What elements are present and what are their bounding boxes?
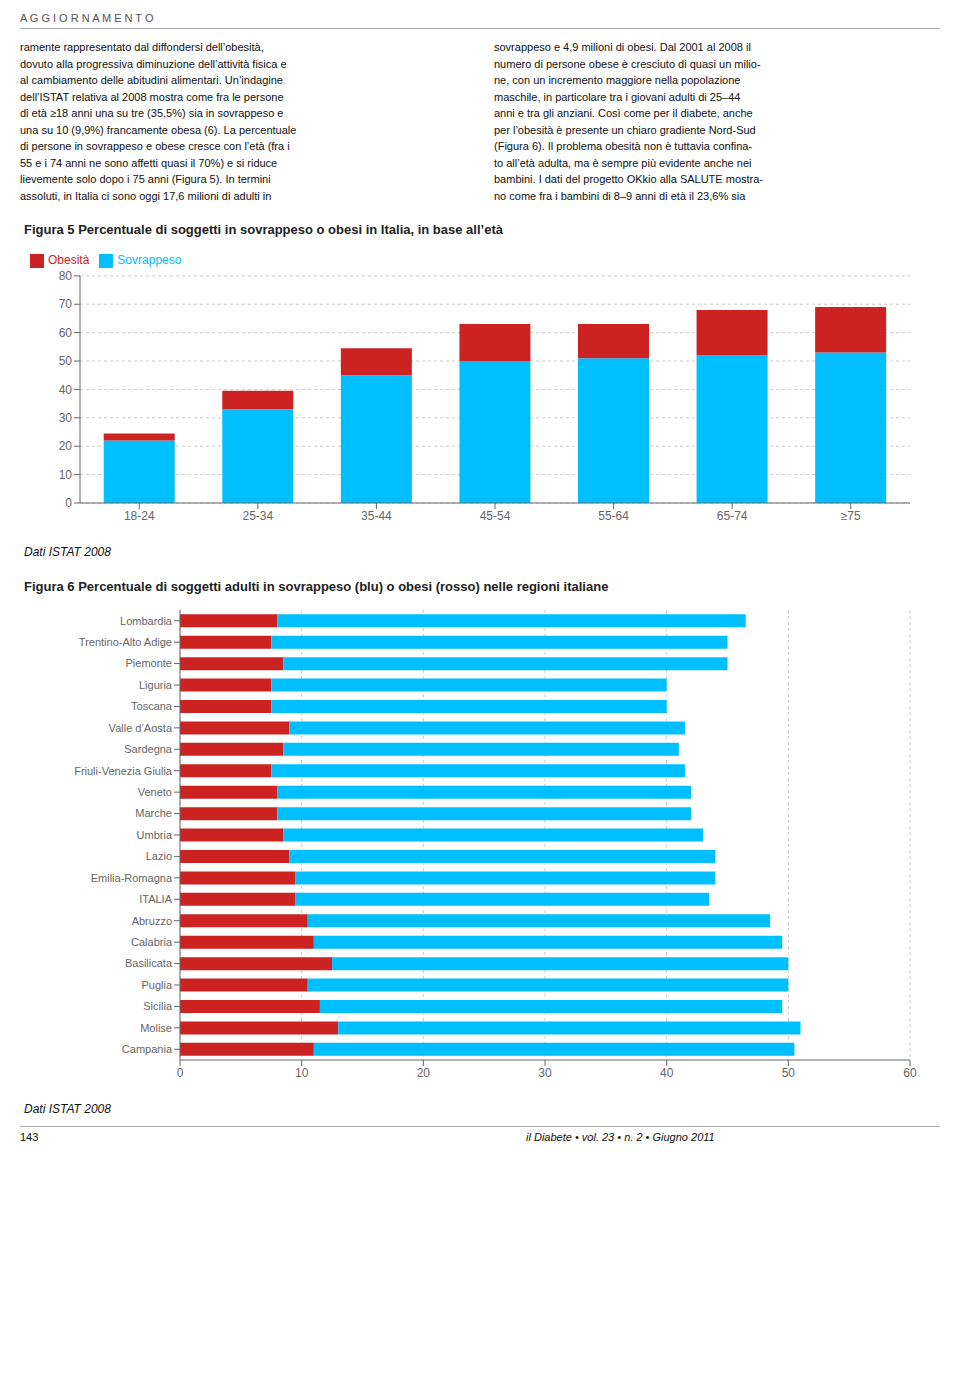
svg-text:Lazio: Lazio <box>146 850 172 862</box>
svg-text:Veneto: Veneto <box>138 786 172 798</box>
svg-text:Puglia: Puglia <box>141 979 172 991</box>
svg-text:Marche: Marche <box>135 807 172 819</box>
svg-text:Liguria: Liguria <box>139 679 173 691</box>
svg-text:40: 40 <box>660 1066 674 1080</box>
html-text:Dati ISTAT 2008: Dati ISTAT 2008 <box>24 545 111 559</box>
svg-text:10: 10 <box>59 468 73 482</box>
svg-text:Lombardia: Lombardia <box>120 615 173 627</box>
svg-text:Calabria: Calabria <box>131 936 173 948</box>
svg-text:80: 80 <box>59 269 73 283</box>
svg-text:0: 0 <box>65 496 72 510</box>
html-text:Sovrappeso: Sovrappeso <box>117 253 182 267</box>
svg-text:Sicilia: Sicilia <box>143 1000 173 1012</box>
html-text:Figura 5 Percentuale di sogget: Figura 5 Percentuale di soggetti in sovr… <box>24 222 503 237</box>
svg-text:50: 50 <box>59 354 73 368</box>
svg-text:Friuli-Venezia Giulia: Friuli-Venezia Giulia <box>74 765 173 777</box>
svg-text:Molise: Molise <box>140 1022 172 1034</box>
svg-text:30: 30 <box>59 411 73 425</box>
svg-text:≥75: ≥75 <box>841 509 861 523</box>
svg-text:55-64: 55-64 <box>598 509 629 523</box>
svg-text:25-34: 25-34 <box>243 509 274 523</box>
svg-text:20: 20 <box>59 439 73 453</box>
svg-text:60: 60 <box>903 1066 917 1080</box>
html-text:Figura 6 Percentuale di sogget: Figura 6 Percentuale di soggetti adulti … <box>24 579 609 594</box>
svg-text:0: 0 <box>177 1066 184 1080</box>
svg-text:Umbria: Umbria <box>137 829 173 841</box>
svg-text:20: 20 <box>417 1066 431 1080</box>
html-text:A G G I O R N A M E N T O: A G G I O R N A M E N T O <box>20 12 154 24</box>
html-text:ramente rappresentato dal diff: ramente rappresentato dal diffondersi de… <box>20 41 297 202</box>
svg-text:10: 10 <box>295 1066 309 1080</box>
svg-text:Emilia-Romagna: Emilia-Romagna <box>91 872 173 884</box>
svg-text:35-44: 35-44 <box>361 509 392 523</box>
svg-text:Toscana: Toscana <box>131 700 173 712</box>
svg-text:65-74: 65-74 <box>717 509 748 523</box>
svg-text:Valle d’Aosta: Valle d’Aosta <box>109 722 173 734</box>
svg-text:Trentino-Alto Adige: Trentino-Alto Adige <box>79 636 172 648</box>
svg-text:Sardegna: Sardegna <box>124 743 173 755</box>
svg-text:70: 70 <box>59 297 73 311</box>
svg-text:Basilicata: Basilicata <box>125 957 173 969</box>
svg-text:Piemonte: Piemonte <box>126 657 172 669</box>
html-text:il Diabete • vol. 23 • n. 2 •: il Diabete • vol. 23 • n. 2 • Giugno 201… <box>526 1131 715 1143</box>
svg-text:30: 30 <box>538 1066 552 1080</box>
html-text:Dati ISTAT 2008: Dati ISTAT 2008 <box>24 1102 111 1116</box>
html-text:sovrappeso e 4,9 milioni di ob: sovrappeso e 4,9 milioni di obesi. Dal 2… <box>494 41 763 202</box>
svg-text:Campania: Campania <box>122 1043 173 1055</box>
svg-text:18-24: 18-24 <box>124 509 155 523</box>
html-text:143: 143 <box>20 1131 39 1143</box>
svg-text:40: 40 <box>59 383 73 397</box>
html-text:Obesità: Obesità <box>48 253 90 267</box>
svg-text:60: 60 <box>59 326 73 340</box>
svg-text:Abruzzo: Abruzzo <box>132 915 172 927</box>
svg-text:45-54: 45-54 <box>480 509 511 523</box>
svg-text:ITALIA: ITALIA <box>139 893 172 905</box>
svg-text:50: 50 <box>782 1066 796 1080</box>
